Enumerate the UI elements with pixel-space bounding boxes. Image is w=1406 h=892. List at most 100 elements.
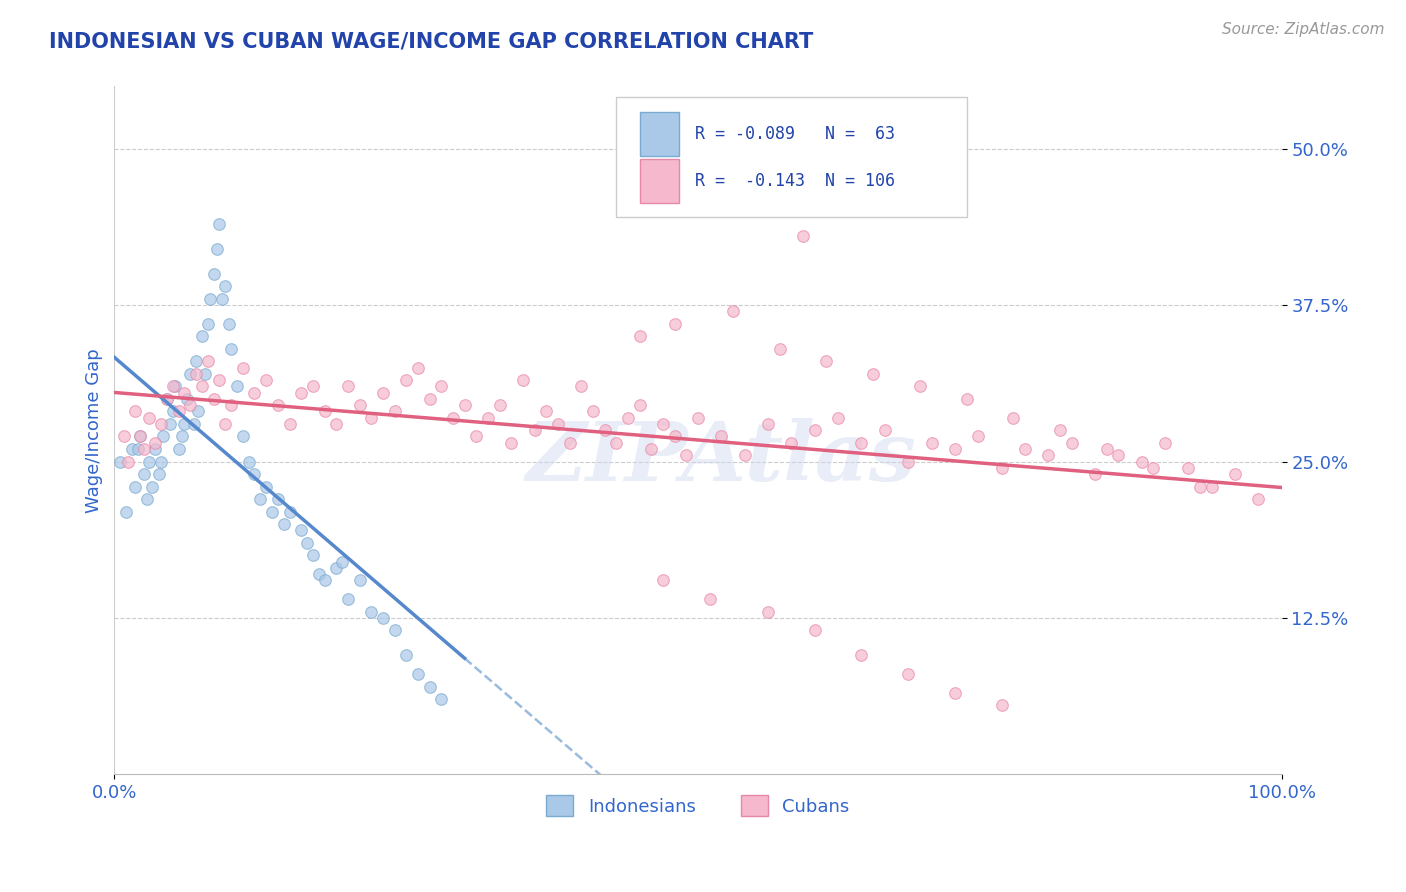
Point xyxy=(173,417,195,431)
Point xyxy=(1223,467,1246,481)
Point xyxy=(278,504,301,518)
Point xyxy=(150,454,173,468)
FancyBboxPatch shape xyxy=(616,96,966,217)
FancyBboxPatch shape xyxy=(640,159,679,203)
Point xyxy=(267,491,290,506)
Point xyxy=(943,442,966,456)
Point xyxy=(129,429,152,443)
Point xyxy=(183,417,205,431)
Point xyxy=(232,360,254,375)
Point xyxy=(254,373,277,387)
Point xyxy=(1142,460,1164,475)
Point xyxy=(664,429,686,443)
Point xyxy=(862,367,884,381)
Point xyxy=(441,410,464,425)
Point xyxy=(302,549,325,563)
Point xyxy=(132,442,155,456)
Point xyxy=(686,410,709,425)
Point xyxy=(1002,410,1025,425)
Point xyxy=(273,516,295,531)
Point xyxy=(150,417,173,431)
Point xyxy=(815,354,838,368)
Point xyxy=(990,460,1012,475)
Point xyxy=(191,329,214,343)
Point xyxy=(477,410,499,425)
Point xyxy=(675,448,697,462)
Point xyxy=(1130,454,1153,468)
Point xyxy=(1014,442,1036,456)
Point xyxy=(756,605,779,619)
Point xyxy=(640,442,662,456)
Point xyxy=(184,354,207,368)
Point xyxy=(349,398,371,412)
Point xyxy=(582,404,605,418)
Point xyxy=(330,555,353,569)
Point xyxy=(652,417,675,431)
Point xyxy=(136,491,159,506)
Point xyxy=(141,479,163,493)
Point xyxy=(721,304,744,318)
Point xyxy=(172,429,194,443)
Point xyxy=(290,385,312,400)
Point xyxy=(349,574,371,588)
Point xyxy=(360,410,382,425)
Point xyxy=(943,686,966,700)
Point xyxy=(167,404,190,418)
Point xyxy=(232,429,254,443)
Point xyxy=(260,504,283,518)
Point xyxy=(699,592,721,607)
Point xyxy=(124,479,146,493)
Point xyxy=(197,354,219,368)
Point xyxy=(156,392,179,406)
Point xyxy=(159,417,181,431)
Point xyxy=(165,379,187,393)
Point xyxy=(243,385,266,400)
Point xyxy=(593,423,616,437)
Point xyxy=(628,398,651,412)
Point xyxy=(1201,479,1223,493)
Point xyxy=(187,404,209,418)
Point xyxy=(419,392,441,406)
Point xyxy=(218,317,240,331)
Point xyxy=(314,574,336,588)
Point xyxy=(325,561,347,575)
Point xyxy=(132,467,155,481)
Point xyxy=(406,667,429,681)
Point xyxy=(148,467,170,481)
Point xyxy=(254,479,277,493)
Point xyxy=(314,404,336,418)
Point xyxy=(419,680,441,694)
Point xyxy=(395,648,418,663)
Point xyxy=(501,435,523,450)
Point xyxy=(191,379,214,393)
Point xyxy=(336,592,359,607)
Point xyxy=(219,398,242,412)
Point xyxy=(430,379,453,393)
Point xyxy=(115,504,138,518)
Point xyxy=(395,373,418,387)
Point xyxy=(1188,479,1211,493)
Point xyxy=(278,417,301,431)
Text: INDONESIAN VS CUBAN WAGE/INCOME GAP CORRELATION CHART: INDONESIAN VS CUBAN WAGE/INCOME GAP CORR… xyxy=(49,31,814,51)
Point xyxy=(967,429,990,443)
Point xyxy=(617,410,640,425)
Point xyxy=(162,379,184,393)
Point xyxy=(384,624,406,638)
Point xyxy=(156,392,179,406)
Text: R =  -0.143  N = 106: R = -0.143 N = 106 xyxy=(695,172,894,190)
Point xyxy=(110,454,132,468)
Point xyxy=(295,536,318,550)
Point xyxy=(243,467,266,481)
Point xyxy=(1247,491,1270,506)
Point xyxy=(290,523,312,537)
Text: ZIPAtlas: ZIPAtlas xyxy=(526,417,917,498)
Point xyxy=(325,417,347,431)
Point xyxy=(208,217,231,231)
Point xyxy=(267,398,290,412)
Text: R = -0.089   N =  63: R = -0.089 N = 63 xyxy=(695,125,894,143)
Point xyxy=(198,292,221,306)
Point xyxy=(336,379,359,393)
Point xyxy=(202,267,225,281)
Point xyxy=(127,442,149,456)
Point xyxy=(179,367,201,381)
